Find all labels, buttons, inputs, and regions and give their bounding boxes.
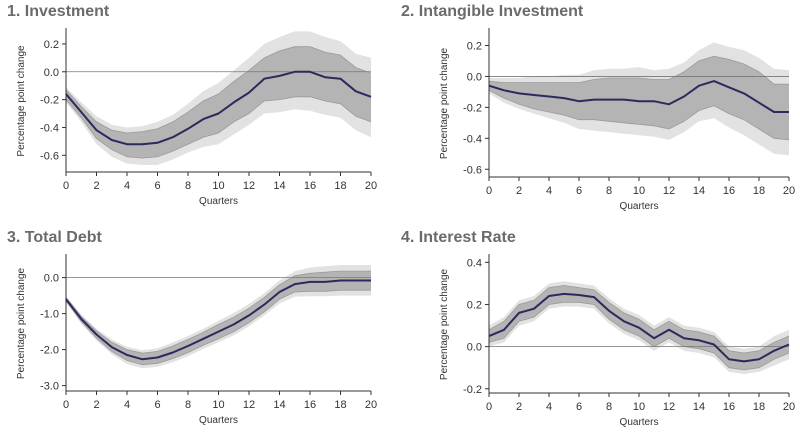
confidence-band-inner <box>489 56 789 140</box>
confidence-band-inner <box>66 46 371 159</box>
series-line-estimate <box>65 279 371 361</box>
y-tick-label: -0.6 <box>40 150 59 162</box>
y-tick-label: -0.4 <box>463 133 482 145</box>
y-tick-label: -1.0 <box>40 309 59 321</box>
chart-plot: -0.6 -0.4 -0.2 0.0 0.2 0 2 4 6 8 10 12 14 16 18 20 Quart… <box>16 28 377 207</box>
x-tick-label: 10 <box>212 180 224 192</box>
x-tick-label: 4 <box>546 401 552 413</box>
chart-plot: -0.6 -0.4 -0.2 0.0 0.2 0 2 4 6 8 10 12 14 16 18 20 Quart… <box>439 28 795 212</box>
series-line-estimate <box>488 292 790 363</box>
chart-title: 1. Investment <box>7 3 110 20</box>
y-axis-label: Percentage point change <box>16 45 27 157</box>
x-tick-label: 16 <box>723 401 735 413</box>
x-tick-label: 16 <box>304 180 316 192</box>
x-tick-label: 6 <box>576 185 582 197</box>
band-edge-inner-upper <box>65 270 371 354</box>
x-tick-label: 12 <box>243 399 255 411</box>
band-edge-inner-lower <box>65 289 371 366</box>
x-tick-label: 20 <box>365 399 377 411</box>
y-tick-label: 0.2 <box>467 40 482 52</box>
x-tick-label: 10 <box>633 401 645 413</box>
x-axis-label: Quarters <box>199 415 238 426</box>
y-tick-label: 0.0 <box>467 71 482 83</box>
y-tick-label: -0.2 <box>463 102 482 114</box>
x-tick-label: 6 <box>154 180 160 192</box>
x-tick-label: 10 <box>633 185 645 197</box>
x-tick-label: 18 <box>753 401 765 413</box>
x-tick-label: 18 <box>753 185 765 197</box>
x-tick-label: 14 <box>693 185 705 197</box>
x-tick-label: 12 <box>663 185 675 197</box>
x-tick-label: 6 <box>154 399 160 411</box>
x-tick-label: 0 <box>486 185 492 197</box>
x-tick-label: 14 <box>273 399 285 411</box>
band-edge-inner-lower <box>488 302 790 371</box>
chart-plot: -3.0 -2.0 -1.0 0.0 0 2 4 6 8 10 12 14 16 18 20 Quarters… <box>16 254 377 426</box>
chart-panel-intangible-investment: 2. Intangible Investment -0.6 -0.4 -0.2 0.0… <box>400 0 800 216</box>
chart-panel-total-debt: 3. Total Debt -3.0 -2.0 -1.0 0.0 0 2 4 6 8 10 12 14… <box>0 216 400 433</box>
x-tick-label: 4 <box>124 399 130 411</box>
x-axis-label: Quarters <box>620 417 659 428</box>
chart-title: 3. Total Debt <box>7 229 102 246</box>
x-tick-label: 8 <box>185 180 191 192</box>
band-edge-inner-upper <box>488 55 789 85</box>
y-tick-label: -3.0 <box>40 381 59 393</box>
chart-plot: -0.2 0.0 0.2 0.4 0 2 4 6 8 10 12 14 16 18 20 Quarters Pe… <box>439 254 795 428</box>
confidence-band-inner <box>66 271 371 365</box>
x-tick-label: 20 <box>783 401 795 413</box>
x-tick-label: 20 <box>783 185 795 197</box>
y-tick-label: 0.4 <box>467 257 482 269</box>
x-tick-label: 8 <box>606 401 612 413</box>
chart-title: 2. Intangible Investment <box>401 3 584 20</box>
chart-panel-interest-rate: 4. Interest Rate -0.2 0.0 0.2 0.4 0 2 4 6 8 10 12 1… <box>400 216 800 433</box>
y-tick-label: -2.0 <box>40 345 59 357</box>
y-tick-label: -0.4 <box>40 122 59 134</box>
y-axis-label: Percentage point change <box>439 47 450 159</box>
x-tick-label: 8 <box>185 399 191 411</box>
x-tick-label: 2 <box>93 399 99 411</box>
x-axis-label: Quarters <box>620 201 659 212</box>
x-tick-label: 0 <box>63 180 69 192</box>
y-tick-label: -0.2 <box>463 384 482 396</box>
x-tick-label: 18 <box>334 180 346 192</box>
y-axis-label: Percentage point change <box>16 267 27 379</box>
x-tick-label: 4 <box>546 185 552 197</box>
band-edge-inner-lower <box>488 89 790 141</box>
x-tick-label: 2 <box>516 185 522 197</box>
band-edge-inner-upper <box>65 46 372 134</box>
x-tick-label: 16 <box>723 185 735 197</box>
y-tick-label: 0.2 <box>44 39 59 51</box>
y-axis-label: Percentage point change <box>439 268 450 380</box>
x-axis-label: Quarters <box>199 196 238 207</box>
x-tick-label: 18 <box>334 399 346 411</box>
y-tick-label: -0.2 <box>40 95 59 107</box>
x-tick-label: 2 <box>516 401 522 413</box>
x-tick-label: 14 <box>273 180 285 192</box>
x-tick-label: 8 <box>606 185 612 197</box>
y-tick-label: -0.6 <box>463 164 482 176</box>
band-edge-inner-lower <box>65 96 372 159</box>
chart-panel-investment: 1. Investment -0.6 -0.4 -0.2 0.0 0.2 0 2 4 6 8 10 1… <box>0 0 400 216</box>
y-tick-label: 0.0 <box>44 273 59 285</box>
y-tick-label: 0.0 <box>467 342 482 354</box>
x-tick-label: 16 <box>304 399 316 411</box>
x-tick-label: 0 <box>63 399 69 411</box>
chart-title: 4. Interest Rate <box>401 229 516 246</box>
x-tick-label: 0 <box>486 401 492 413</box>
y-tick-label: 0.0 <box>44 67 59 79</box>
y-tick-label: 0.2 <box>467 299 482 311</box>
x-tick-label: 4 <box>124 180 130 192</box>
x-tick-label: 14 <box>693 401 705 413</box>
series-line-estimate <box>65 70 372 146</box>
x-tick-label: 12 <box>663 401 675 413</box>
series-line-estimate <box>488 80 789 113</box>
x-tick-label: 2 <box>93 180 99 192</box>
x-tick-label: 10 <box>212 399 224 411</box>
x-tick-label: 6 <box>576 401 582 413</box>
x-tick-label: 12 <box>243 180 255 192</box>
x-tick-label: 20 <box>365 180 377 192</box>
band-edge-inner-upper <box>488 285 790 354</box>
